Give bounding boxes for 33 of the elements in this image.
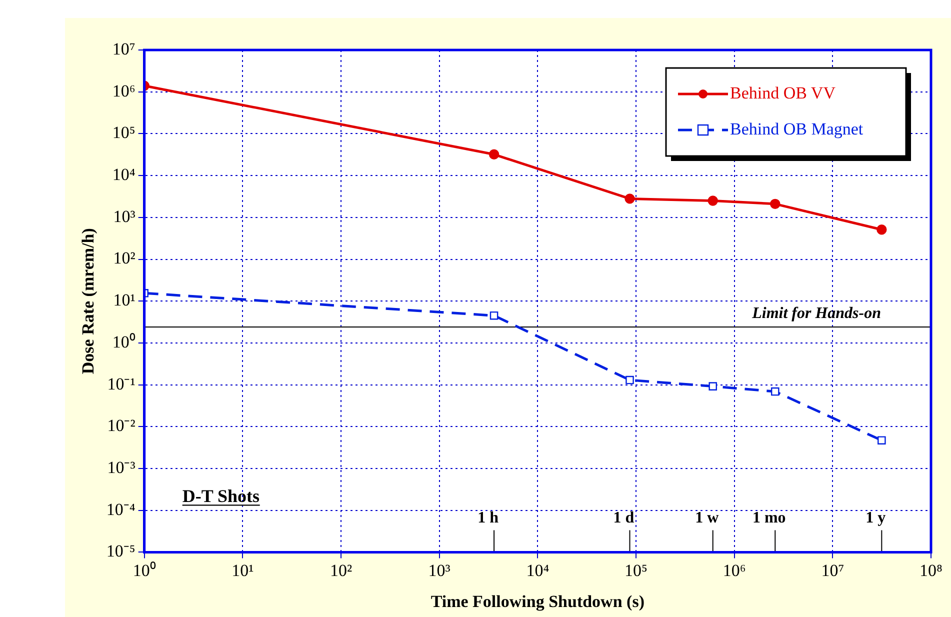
y-tick-label: 10⁻²: [107, 416, 136, 436]
legend-label: Behind OB Magnet: [730, 119, 864, 138]
annotation: D-T Shots: [182, 486, 260, 506]
x-tick-label: 10⁴: [526, 560, 550, 580]
x-tick-label: 10⁵: [624, 560, 648, 580]
ref-line-label: 1 y: [866, 509, 886, 526]
y-tick-label: 10⁻⁵: [106, 542, 136, 561]
y-tick-label: 10²: [113, 248, 136, 268]
y-tick-label: 10⁵: [112, 123, 136, 142]
y-tick-label: 10⁷: [112, 39, 136, 58]
y-tick-label: 10⁶: [112, 81, 136, 100]
y-tick-label: 10⁻¹: [107, 374, 136, 394]
y-axis-title: Dose Rate (mrem/h): [78, 228, 98, 374]
y-tick-label: 10⁰: [112, 332, 136, 352]
x-tick-label: 10³: [428, 560, 450, 580]
x-tick-label: 10²: [330, 560, 352, 580]
y-tick-label: 10⁴: [112, 165, 136, 184]
y-tick-label: 10³: [113, 206, 136, 226]
x-axis-title: Time Following Shutdown (s): [430, 592, 644, 612]
ref-line-label: 1 h: [478, 509, 499, 526]
y-tick-label: 10⁻³: [107, 458, 136, 477]
legend-label: Behind OB VV: [730, 83, 836, 102]
x-tick-label: 10⁶: [722, 560, 746, 580]
y-tick-label: 10⁻⁴: [106, 500, 136, 519]
x-tick-label: 10⁷: [821, 560, 844, 580]
ref-line-label: 1 mo: [752, 509, 786, 526]
ref-line-label: 1 d: [613, 509, 634, 526]
x-tick-label: 10¹: [232, 560, 254, 580]
x-tick-label: 10⁰: [132, 560, 156, 580]
y-tick-label: 10¹: [113, 290, 136, 310]
ref-line-label: 1 w: [695, 509, 720, 526]
x-tick-label: 10⁸: [920, 560, 943, 580]
ref-line-label: Limit for Hands-on: [751, 305, 882, 322]
